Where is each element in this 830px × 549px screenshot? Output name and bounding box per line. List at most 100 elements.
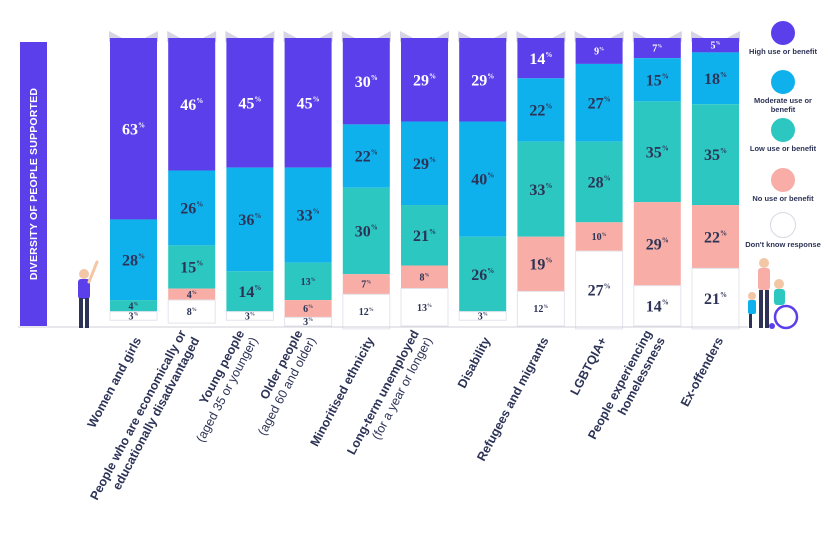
bar-segment-low <box>633 101 681 203</box>
legend-swatch <box>771 70 795 94</box>
data-label: 3% <box>245 311 255 322</box>
column: 46% 26% 15% 4% 8% <box>167 31 217 324</box>
bar-segment-low <box>517 141 565 237</box>
bar-segment-high <box>517 38 565 79</box>
legend-item-no: No use or benefit <box>743 168 823 203</box>
bar-segment-dontknow <box>284 316 333 327</box>
category-label: Ex-offenders <box>678 335 726 409</box>
column: 9% 27% 28% 10% 27% <box>574 31 624 330</box>
column: 29% 29% 21% 8% 13% <box>400 31 449 327</box>
legend-label: Low use or benefit <box>749 144 817 153</box>
legend-item-low: Low use or benefit <box>743 118 823 153</box>
legend-swatch <box>771 21 795 45</box>
data-label: 29% <box>646 237 669 254</box>
data-label: 14% <box>529 51 552 68</box>
data-label: 12% <box>533 304 548 315</box>
column: 14% 22% 33% 19% 12% <box>516 31 566 327</box>
bar-segment-moderate <box>401 121 448 206</box>
column: 63% 28% 4%3% <box>109 31 158 322</box>
bar-segment-no <box>342 274 390 295</box>
bar-segment-no <box>575 222 623 252</box>
bar-segment-high <box>110 38 157 220</box>
legend-label: Don't know response <box>745 240 821 249</box>
bar-segment-dontknow <box>167 299 216 324</box>
data-label: 9% <box>594 46 604 57</box>
people-wheelchair-illustration <box>748 258 799 330</box>
data-label: 4% <box>187 290 197 301</box>
data-label: 8% <box>420 273 430 284</box>
bar-segment-moderate <box>342 124 390 188</box>
legend-swatch <box>770 212 796 238</box>
bar-segment-no <box>692 205 739 269</box>
data-label: 7% <box>361 280 371 291</box>
bar-segment-moderate <box>575 63 623 142</box>
data-label: 21% <box>413 228 436 245</box>
data-label: 45% <box>238 95 261 112</box>
bar-segment-dontknow <box>633 285 682 327</box>
column: 29% 40% 26% 3% <box>458 31 508 322</box>
category-label-line: LGBTQIA+ <box>568 335 610 398</box>
column: 45% 36% 14% 3% <box>225 31 275 322</box>
legend-label: High use or benefit <box>749 47 817 56</box>
chart-title-banner: DIVERSITY OF PEOPLE SUPPORTED <box>20 42 47 326</box>
category-label: People who are economically oreducationa… <box>87 328 202 503</box>
data-label: 27% <box>588 283 611 300</box>
legend-item-high: High use or benefit <box>743 21 823 56</box>
bar-segment-high <box>575 38 623 64</box>
bar-segment-moderate <box>692 52 739 105</box>
bar-segment-dontknow <box>458 311 507 321</box>
bar-segment-moderate <box>226 167 274 272</box>
data-label: 28% <box>122 252 145 269</box>
bar-segment-high <box>168 38 216 171</box>
data-label: 27% <box>588 95 611 112</box>
column: 7% 15% 35% 29% 14% <box>632 31 682 327</box>
bar-segment-low <box>401 205 448 266</box>
legend-swatch <box>771 168 795 192</box>
bar-segment-high <box>284 38 332 168</box>
legend-label: Moderate use or benefit <box>754 96 812 114</box>
bar-segment-no <box>517 236 565 292</box>
bar-segment-high <box>342 38 390 125</box>
bar-segment-low <box>226 271 274 312</box>
legend-item-dontknow: Don't know response <box>743 212 823 249</box>
bar-segment-low <box>110 300 157 312</box>
bar-segment-moderate <box>110 219 157 301</box>
data-label: 13% <box>417 303 432 314</box>
data-label: 29% <box>413 156 436 173</box>
bar-segment-moderate <box>168 170 216 246</box>
bar-segment-low <box>575 141 623 223</box>
data-label: 30% <box>355 224 378 241</box>
column: 5% 18% 35% 22% 21% <box>691 31 740 330</box>
bar-segment-dontknow <box>516 290 565 327</box>
bar-segment-moderate <box>517 78 565 142</box>
bar-segment-dontknow <box>400 288 449 327</box>
data-label: 4% <box>129 301 139 312</box>
bar-segment-no <box>168 288 216 301</box>
data-label: 3% <box>478 311 488 322</box>
data-label: 15% <box>180 260 203 277</box>
data-label: 3% <box>129 311 139 322</box>
bar-segment-moderate <box>633 58 681 102</box>
bar-segment-high <box>633 38 681 59</box>
data-label: 8% <box>187 307 197 318</box>
data-label: 26% <box>471 267 494 284</box>
bar-segment-high <box>401 38 448 122</box>
bar-segment-low <box>342 187 390 275</box>
category-label: LGBTQIA+ <box>568 335 610 398</box>
data-label: 10% <box>592 232 607 243</box>
bar-segment-dontknow <box>691 267 740 330</box>
data-label: 7% <box>652 44 662 55</box>
bar-segment-no <box>284 300 332 318</box>
bar-segment-no <box>401 265 448 289</box>
data-label: 22% <box>529 103 552 120</box>
data-label: 30% <box>355 74 378 91</box>
bar-segment-moderate <box>459 121 507 237</box>
legend-label: No use or benefit <box>752 194 814 203</box>
bar-segment-moderate <box>284 167 332 263</box>
data-label: 29% <box>471 72 494 89</box>
bar-segment-low <box>692 104 739 206</box>
data-label: 40% <box>471 172 494 189</box>
data-label: 35% <box>704 147 727 164</box>
bar-segment-low <box>284 262 332 301</box>
data-label: 22% <box>355 149 378 166</box>
